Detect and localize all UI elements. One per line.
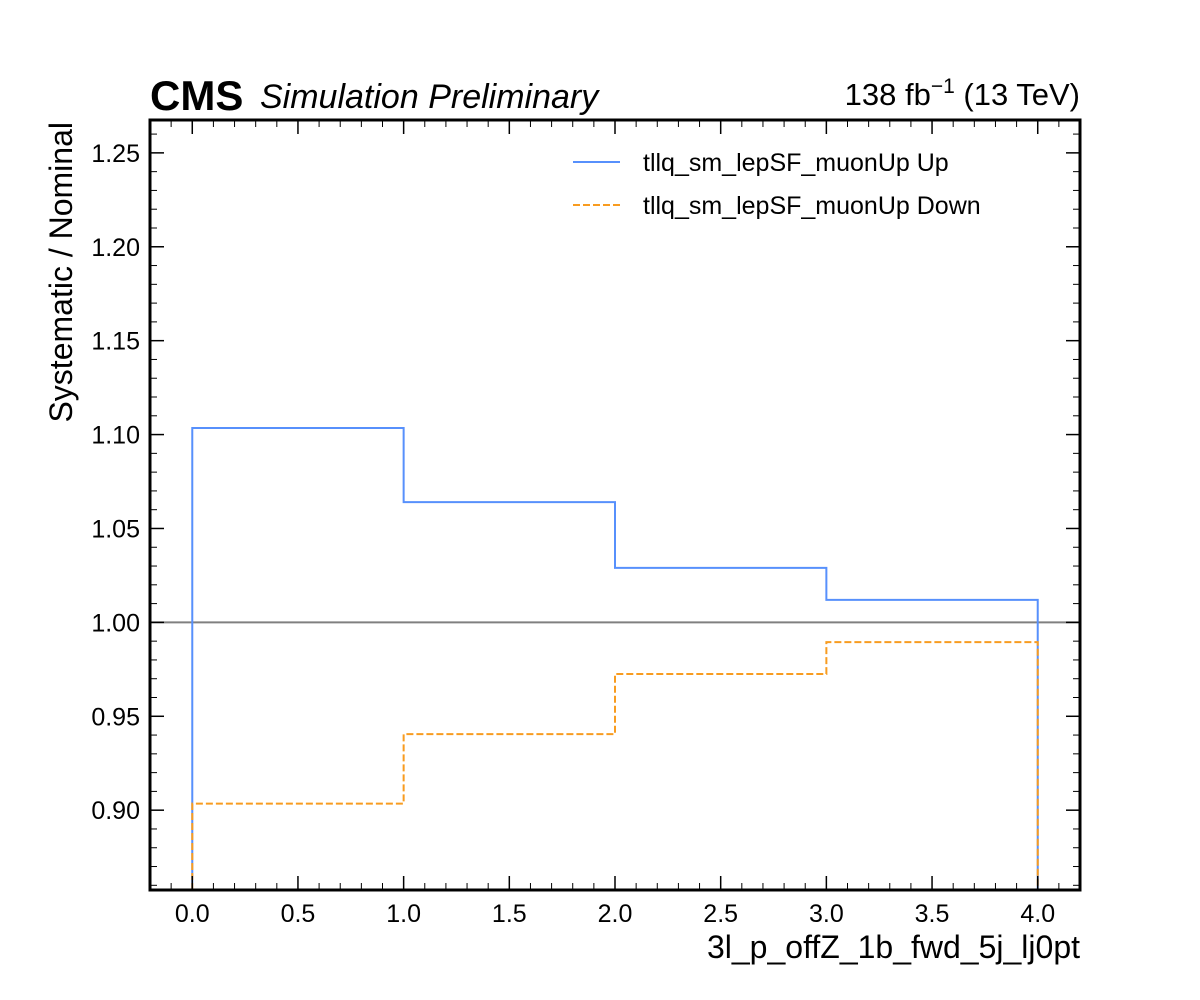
- x-tick-label: 0.5: [281, 900, 316, 928]
- y-tick-label: 0.95: [91, 703, 140, 731]
- x-tick-label: 3.0: [809, 900, 844, 928]
- series-line-1: [191, 427, 1039, 890]
- lumi-value: 138 fb: [845, 77, 931, 112]
- y-tick-label: 1.25: [91, 140, 140, 168]
- y-tick-label: 1.00: [91, 609, 140, 637]
- lumi-label: 138 fb−1 (13 TeV): [845, 75, 1080, 112]
- y-tick-label: 1.10: [91, 422, 140, 450]
- plot-area: 0.0 0.5 1.0 1.5 2.0 2.5 3.0 3.5 4.0 0.90 0.95 1.00 1…: [91, 118, 1082, 928]
- lumi-energy: (13 TeV): [955, 77, 1080, 112]
- x-tick-label: 4.0: [1020, 900, 1055, 928]
- y-tick-label: 0.90: [91, 797, 140, 825]
- legend-label-1: tllq_sm_lepSF_muonUp Up: [643, 149, 949, 177]
- y-axis-label: Systematic / Nominal: [43, 122, 79, 423]
- y-tick-label: 1.20: [91, 234, 140, 262]
- x-tick-label: 1.0: [386, 900, 421, 928]
- x-tick-label: 1.5: [492, 900, 527, 928]
- lumi-exponent: −1: [931, 75, 955, 98]
- y-tick-label: 1.15: [91, 328, 140, 356]
- x-tick-label: 0.0: [175, 900, 210, 928]
- y-tick-label: 1.05: [91, 515, 140, 543]
- header: CMS Simulation Preliminary 138 fb−1 (13 …: [150, 72, 1080, 119]
- series-line-2: [191, 641, 1039, 890]
- x-tick-label: 3.5: [915, 900, 950, 928]
- legend-label-2: tllq_sm_lepSF_muonUp Down: [643, 192, 981, 220]
- x-axis-label: 3l_p_offZ_1b_fwd_5j_lj0pt: [707, 929, 1080, 965]
- status-label: Simulation Preliminary: [260, 78, 600, 116]
- experiment-label: CMS: [150, 72, 243, 119]
- legend: tllq_sm_lepSF_muonUp Up tllq_sm_lepSF_muo…: [573, 149, 981, 220]
- x-tick-label: 2.5: [703, 900, 738, 928]
- x-tick-label: 2.0: [598, 900, 633, 928]
